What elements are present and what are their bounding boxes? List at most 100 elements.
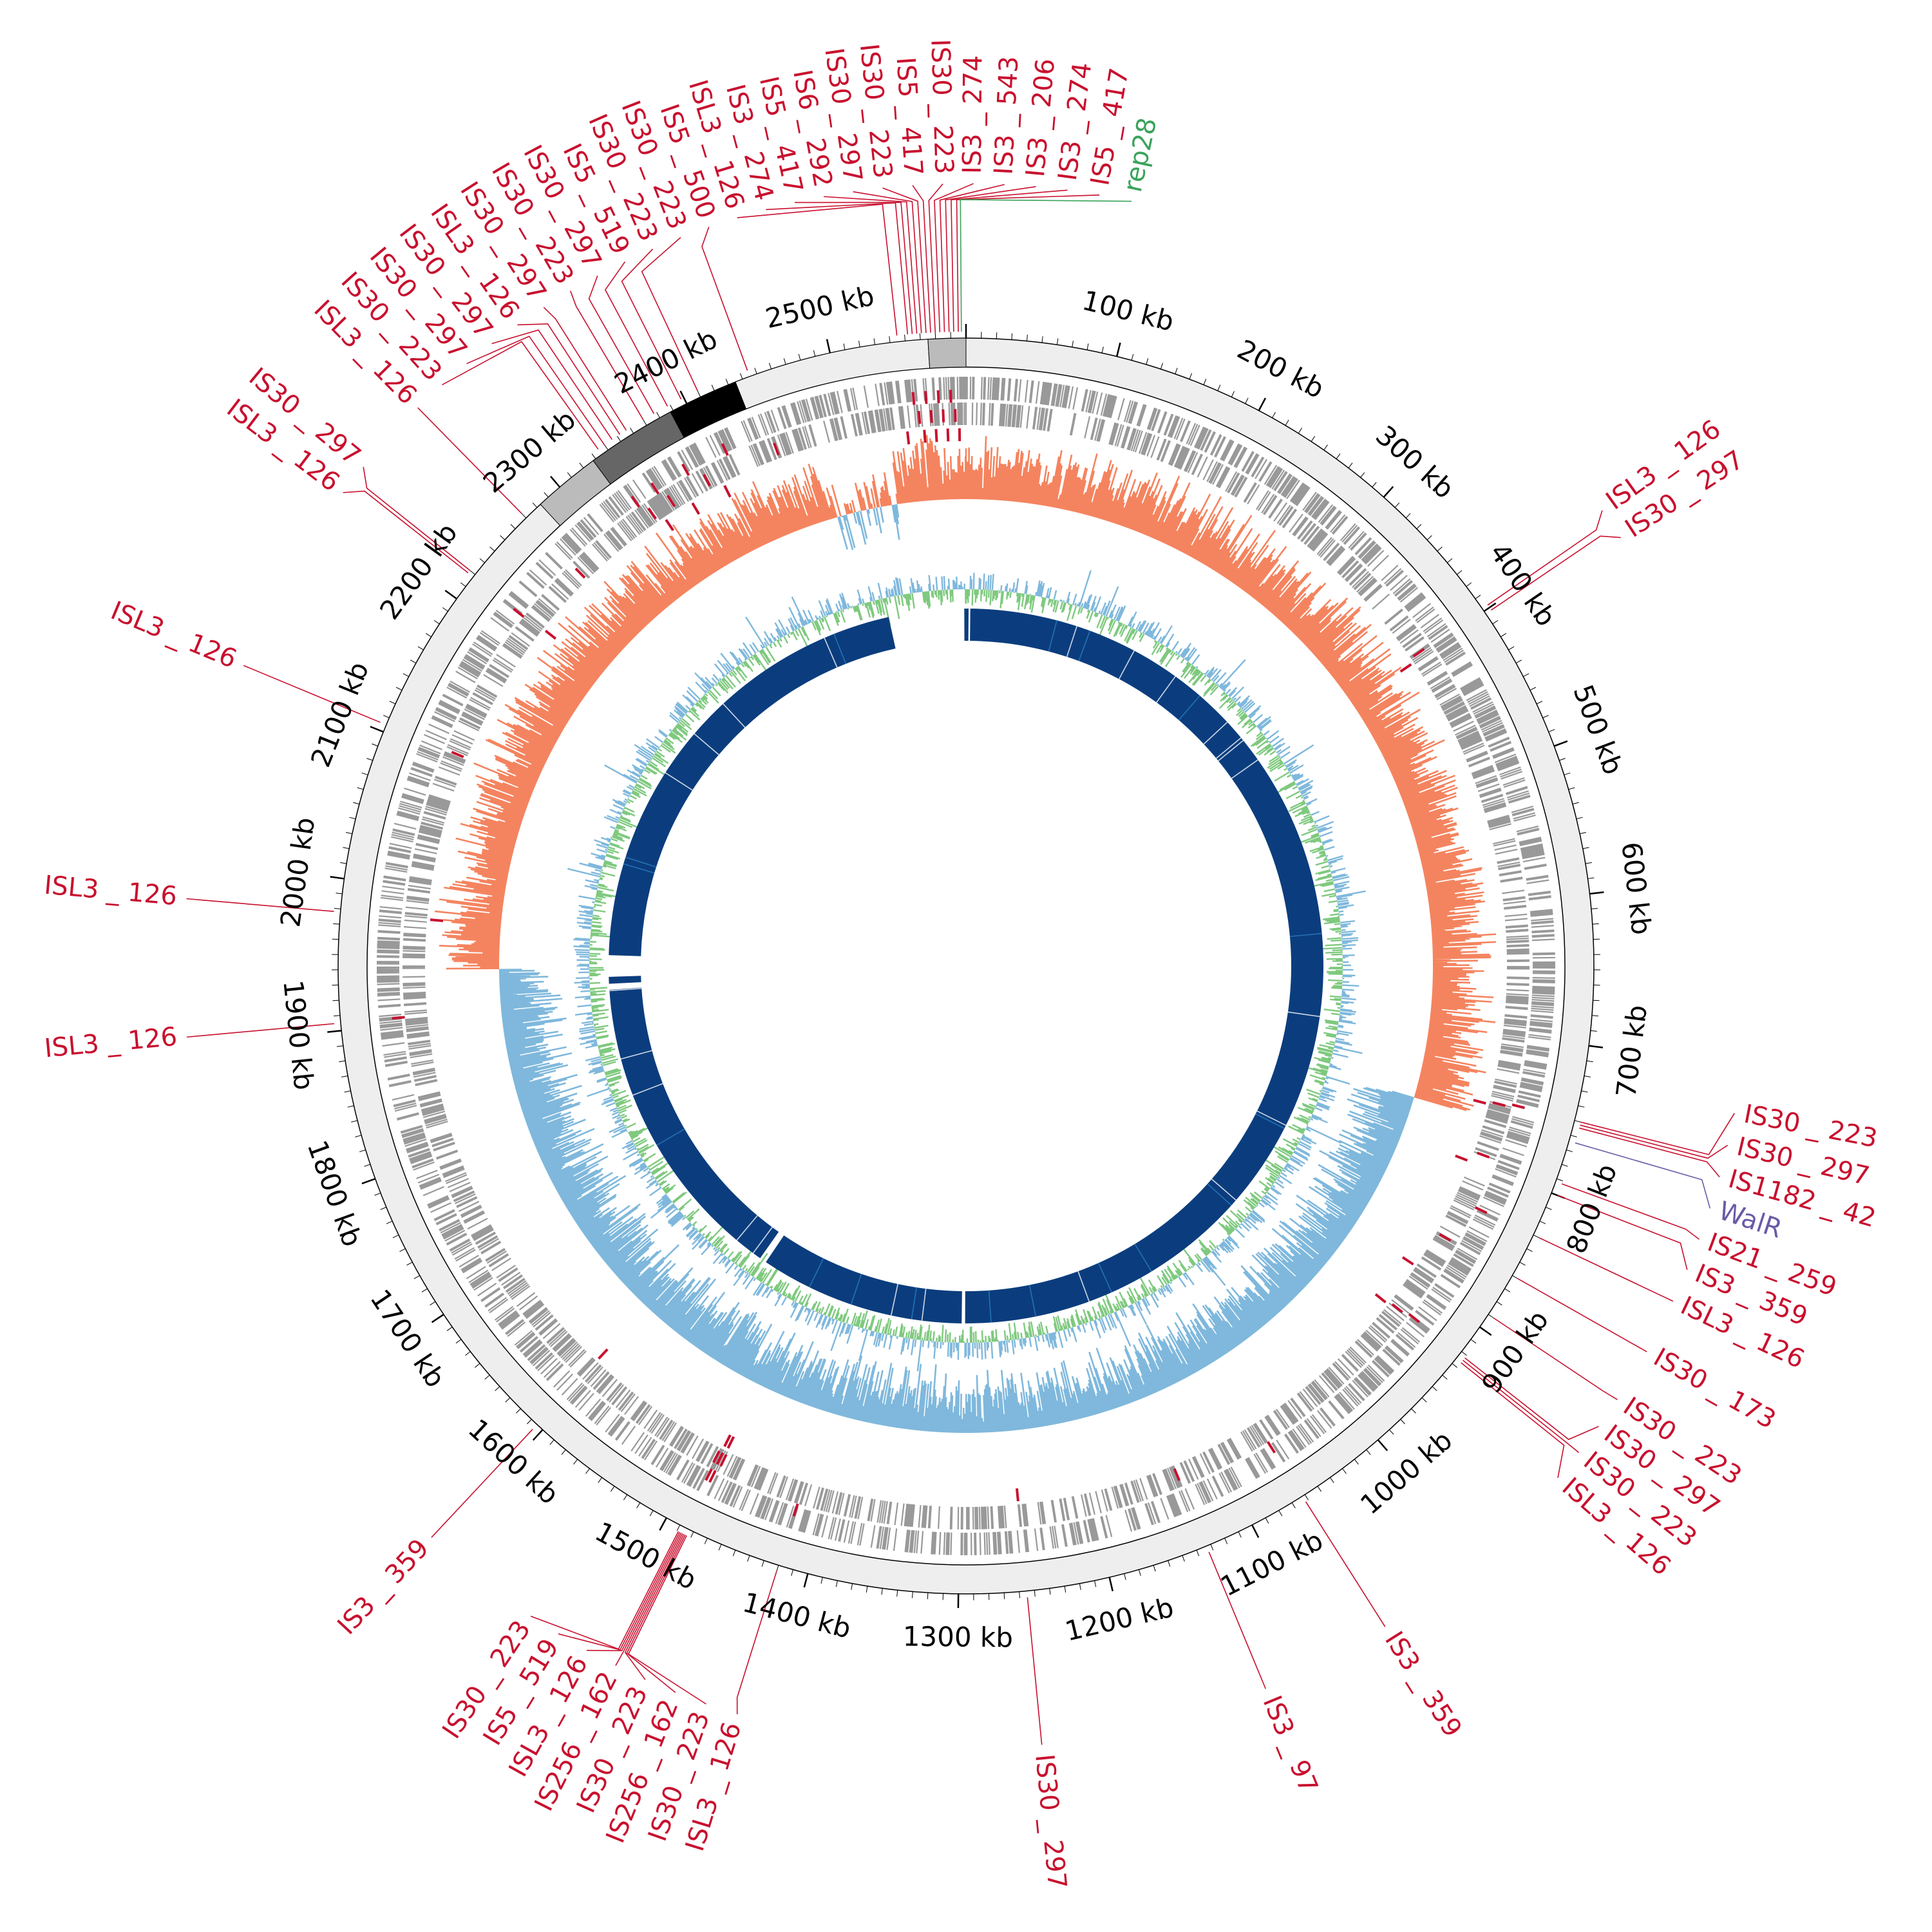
is-element-mark (924, 391, 928, 404)
minor-tick (475, 1363, 480, 1368)
minor-tick (1146, 358, 1149, 365)
is-element-mark (647, 507, 658, 520)
minor-tick (1522, 673, 1530, 677)
is-element-mark (726, 1435, 735, 1449)
minor-tick (1561, 1164, 1568, 1167)
minor-tick (1536, 701, 1543, 705)
major-tick (1383, 486, 1394, 498)
is-element-mark (666, 495, 676, 507)
kb-label-100: 100 kb (1079, 285, 1177, 337)
blast-hit-stripe (632, 1083, 663, 1096)
minor-tick (332, 999, 339, 1001)
blast-hit-stripe (625, 857, 657, 868)
major-tick (1258, 397, 1267, 412)
major-tick (803, 1573, 809, 1588)
blast-hit-stripe (1118, 650, 1135, 679)
minor-tick (446, 1327, 453, 1331)
minor-tick (1475, 594, 1481, 600)
minor-tick (1584, 1075, 1591, 1077)
minor-tick (364, 1164, 371, 1167)
minor-tick (372, 743, 378, 746)
minor-tick (1578, 1105, 1585, 1108)
minor-tick (505, 1397, 511, 1403)
minor-tick (697, 391, 701, 397)
minor-tick (1231, 391, 1235, 397)
is-element-mark (1492, 1101, 1506, 1107)
minor-tick (425, 633, 432, 638)
callout-leader (736, 1571, 777, 1714)
blast-hit-stripe (1028, 1285, 1037, 1317)
minor-tick (1466, 582, 1472, 587)
callout-leader (417, 407, 522, 514)
minor-tick (1593, 999, 1600, 1001)
minor-tick (1568, 787, 1575, 790)
blast-hit-stripe (665, 772, 693, 791)
minor-tick (1342, 1468, 1347, 1474)
minor-tick (1298, 428, 1302, 434)
minor-tick (339, 1060, 346, 1063)
minor-tick (676, 1524, 681, 1531)
minor-tick (1421, 1397, 1427, 1403)
minor-tick (1064, 1586, 1066, 1593)
callout-leader (1490, 535, 1621, 611)
is-element-mark (917, 410, 922, 424)
blast-hit-stripe (1289, 933, 1322, 937)
minor-tick (1291, 1502, 1296, 1509)
minor-tick (579, 462, 584, 469)
callout-leader (491, 329, 613, 440)
minor-tick (1348, 462, 1353, 469)
major-tick (431, 1314, 444, 1323)
minor-tick (783, 358, 786, 365)
minor-tick (561, 1449, 566, 1455)
minor-tick (1592, 923, 1599, 925)
minor-tick (1470, 1339, 1477, 1344)
minor-tick (346, 831, 352, 835)
minor-tick (858, 341, 860, 348)
minor-tick (1576, 817, 1583, 820)
minor-tick (1330, 1477, 1334, 1483)
minor-tick (1101, 346, 1104, 354)
minor-tick (1574, 1120, 1581, 1122)
callout-leader (186, 1023, 335, 1038)
minor-tick (469, 570, 476, 575)
callout-leader (912, 185, 931, 333)
callout-leader (626, 1534, 686, 1693)
is-element-mark (1473, 1099, 1486, 1105)
is-element-label: IS3 _ 274 (958, 55, 989, 174)
is-element-mark (1399, 663, 1412, 673)
minor-tick (500, 535, 506, 540)
minor-tick (442, 607, 448, 612)
is-element-mark (598, 1348, 609, 1360)
is-element-mark (665, 518, 674, 531)
major-tick (1479, 1326, 1492, 1336)
minor-tick (754, 368, 757, 374)
is-element-mark (574, 567, 586, 579)
kb-tick-marks (327, 324, 1604, 1608)
callout-leader (641, 237, 699, 392)
major-tick (1589, 891, 1604, 895)
minor-tick (747, 1555, 750, 1562)
minor-tick (598, 1477, 602, 1483)
is-element-mark (792, 1503, 799, 1517)
minor-tick (1557, 1178, 1563, 1182)
minor-tick (1196, 1549, 1200, 1557)
blast-hit-stripe (1256, 1110, 1287, 1126)
blast-hit-stripe (1287, 1011, 1320, 1018)
callout-leader (558, 1531, 681, 1651)
kb-label-800: 800 kb (1560, 1160, 1624, 1258)
minor-tick (761, 1560, 764, 1567)
minor-tick (1238, 1531, 1242, 1538)
blast-hit-segment (609, 976, 641, 984)
minor-tick (1182, 1555, 1185, 1562)
minor-tick (1580, 831, 1586, 835)
minor-tick (351, 1120, 358, 1122)
minor-tick (1437, 546, 1443, 552)
blast-hit-stripe (752, 1227, 773, 1254)
minor-tick (510, 524, 516, 529)
minor-tick (649, 1510, 654, 1517)
is-element-mark (723, 485, 732, 498)
kb-label-400: 400 kb (1484, 537, 1562, 632)
minor-tick (333, 923, 340, 925)
minor-tick (591, 453, 596, 459)
callout-leader (343, 490, 469, 574)
